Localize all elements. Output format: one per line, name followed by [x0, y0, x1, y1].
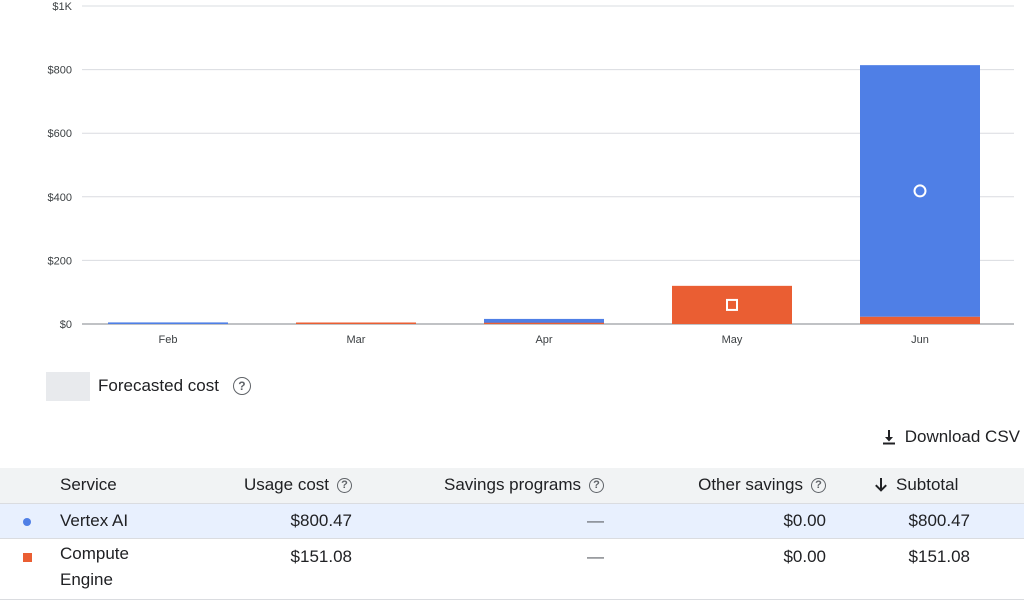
- savings-programs-cell: —: [587, 546, 604, 566]
- vertex-ai-marker: [23, 517, 31, 526]
- download-csv-button[interactable]: Download CSV: [881, 426, 1020, 448]
- x-tick-label: Mar: [347, 334, 366, 346]
- download-csv-label: Download CSV: [904, 427, 1020, 446]
- bar-compute-engine-may: [672, 285, 792, 324]
- subtotal-cell: $151.08: [908, 546, 970, 566]
- download-icon: [882, 430, 895, 445]
- service-cell: Compute Engine: [60, 543, 129, 589]
- column-header-service[interactable]: Service: [60, 475, 117, 495]
- subtotal-cell: $800.47: [908, 510, 970, 530]
- table-header-row: Service Usage cost ? Savings programs ? …: [0, 468, 1024, 503]
- y-tick-label: $1K: [52, 1, 72, 13]
- arrow-down-icon: [875, 478, 887, 493]
- y-axis-tick-labels: $0 $200 $400 $600 $800 $1K: [48, 1, 73, 331]
- table-row-vertex-ai[interactable]: Vertex AI $800.47 — $0.00 $800.47: [0, 503, 1024, 538]
- forecast-legend-swatch: [46, 371, 90, 401]
- cost-breakdown-table: Service Usage cost ? Savings programs ? …: [0, 468, 1024, 600]
- column-header-usage-cost[interactable]: Usage cost ?: [185, 468, 352, 503]
- compute-engine-marker: [23, 552, 32, 562]
- help-icon[interactable]: ?: [589, 477, 604, 493]
- square-marker: [726, 298, 738, 311]
- column-header-subtotal[interactable]: Subtotal: [826, 468, 1024, 503]
- forecast-legend: Forecasted cost ?: [46, 371, 251, 401]
- y-tick-label: $600: [48, 128, 72, 140]
- bar-compute-engine-apr: [484, 322, 604, 324]
- bar-vertex-ai-feb: [108, 322, 228, 324]
- y-tick-label: $800: [48, 65, 72, 77]
- y-tick-label: $200: [48, 255, 72, 267]
- forecast-legend-label: Forecasted cost: [98, 376, 219, 395]
- column-header-other-savings[interactable]: Other savings ?: [604, 468, 826, 503]
- y-tick-label: $400: [48, 192, 72, 204]
- bar-vertex-ai-apr: [484, 318, 604, 323]
- x-axis-tick-labels: Feb Mar Apr May Jun: [159, 334, 929, 346]
- savings-programs-cell: —: [587, 510, 604, 530]
- x-tick-label: Apr: [535, 334, 552, 346]
- x-tick-label: Feb: [159, 334, 178, 346]
- x-tick-label: May: [722, 334, 743, 346]
- bar-vertex-ai-jun: [860, 65, 980, 317]
- help-icon[interactable]: ?: [232, 377, 251, 395]
- bar-compute-engine-mar: [296, 322, 416, 324]
- usage-cost-cell: $151.08: [290, 546, 352, 566]
- chart-point-markers: [726, 184, 927, 311]
- circle-marker: [913, 184, 927, 198]
- service-cell: Vertex AI: [60, 510, 129, 530]
- chart-gridlines: [82, 5, 1014, 325]
- cost-chart: $0 $200 $400 $600 $800 $1K Feb Mar Apr May Jun: [48, 1, 1014, 346]
- help-icon[interactable]: ?: [811, 477, 826, 493]
- table-row-compute-engine[interactable]: Compute Engine $151.08 — $0.00 $151.08: [0, 538, 1024, 599]
- x-tick-label: Jun: [911, 334, 929, 346]
- bar-compute-engine-jun: [860, 316, 980, 324]
- other-savings-cell: $0.00: [783, 546, 826, 566]
- usage-cost-cell: $800.47: [290, 510, 352, 530]
- other-savings-cell: $0.00: [783, 510, 826, 530]
- help-icon[interactable]: ?: [337, 477, 352, 493]
- y-tick-label: $0: [60, 319, 72, 331]
- column-header-savings-programs[interactable]: Savings programs ?: [352, 468, 604, 503]
- chart-bars: [108, 65, 980, 324]
